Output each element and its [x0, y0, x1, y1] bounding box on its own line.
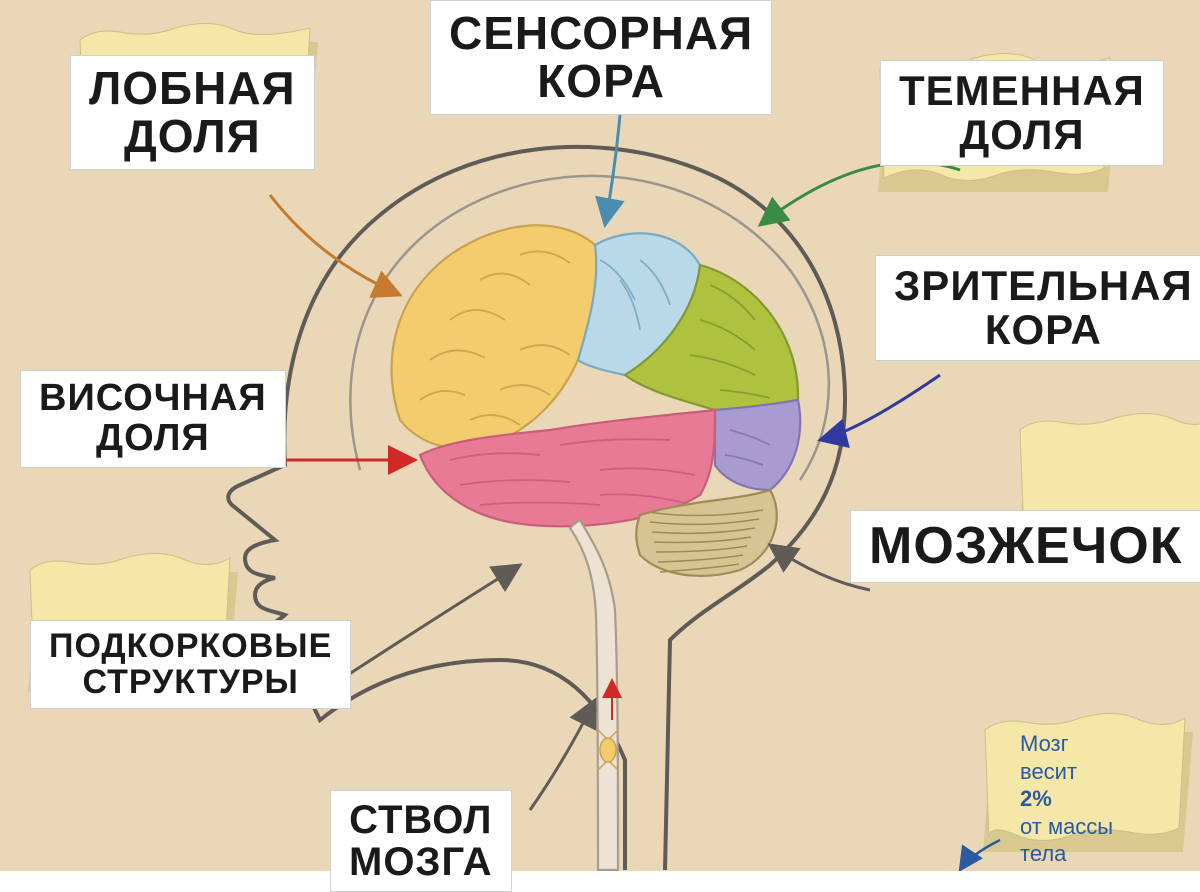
label-subcortical: ПОДКОРКОВЫЕ СТРУКТУРЫ — [30, 620, 351, 709]
label-sensory: СЕНСОРНАЯ КОРА — [430, 0, 772, 115]
label-brainstem: СТВОЛ МОЗГА — [330, 790, 512, 892]
fact-text: Мозгвесит2%от массытела — [1020, 730, 1113, 868]
label-cerebellum: МОЗЖЕЧОК — [850, 510, 1200, 583]
label-temporal: ВИСОЧНАЯ ДОЛЯ — [20, 370, 286, 468]
label-parietal: ТЕМЕННАЯ ДОЛЯ — [880, 60, 1164, 166]
diagram-canvas: ЛОБНАЯ ДОЛЯ СЕНСОРНАЯ КОРА ТЕМЕННАЯ ДОЛЯ ЗР… — [0, 0, 1200, 871]
label-frontal: ЛОБНАЯ ДОЛЯ — [70, 55, 315, 170]
label-visual: ЗРИТЕЛЬНАЯ КОРА — [875, 255, 1200, 361]
